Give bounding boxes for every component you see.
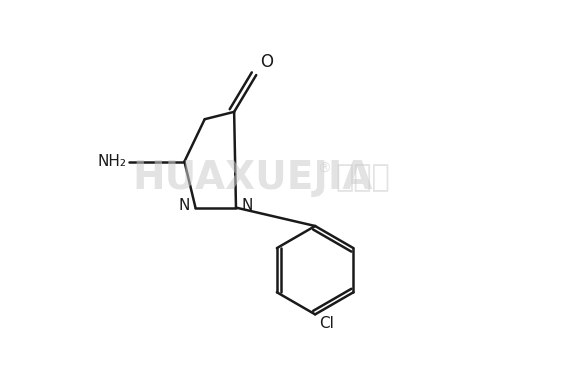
Text: O: O	[260, 53, 273, 70]
Text: N: N	[178, 198, 190, 213]
Text: ®: ®	[318, 162, 331, 176]
Text: HUAXUEJIA: HUAXUEJIA	[133, 159, 373, 197]
Text: 化学加: 化学加	[336, 164, 390, 193]
Text: Cl: Cl	[320, 316, 334, 331]
Text: NH₂: NH₂	[98, 154, 127, 169]
Text: N: N	[242, 198, 253, 213]
